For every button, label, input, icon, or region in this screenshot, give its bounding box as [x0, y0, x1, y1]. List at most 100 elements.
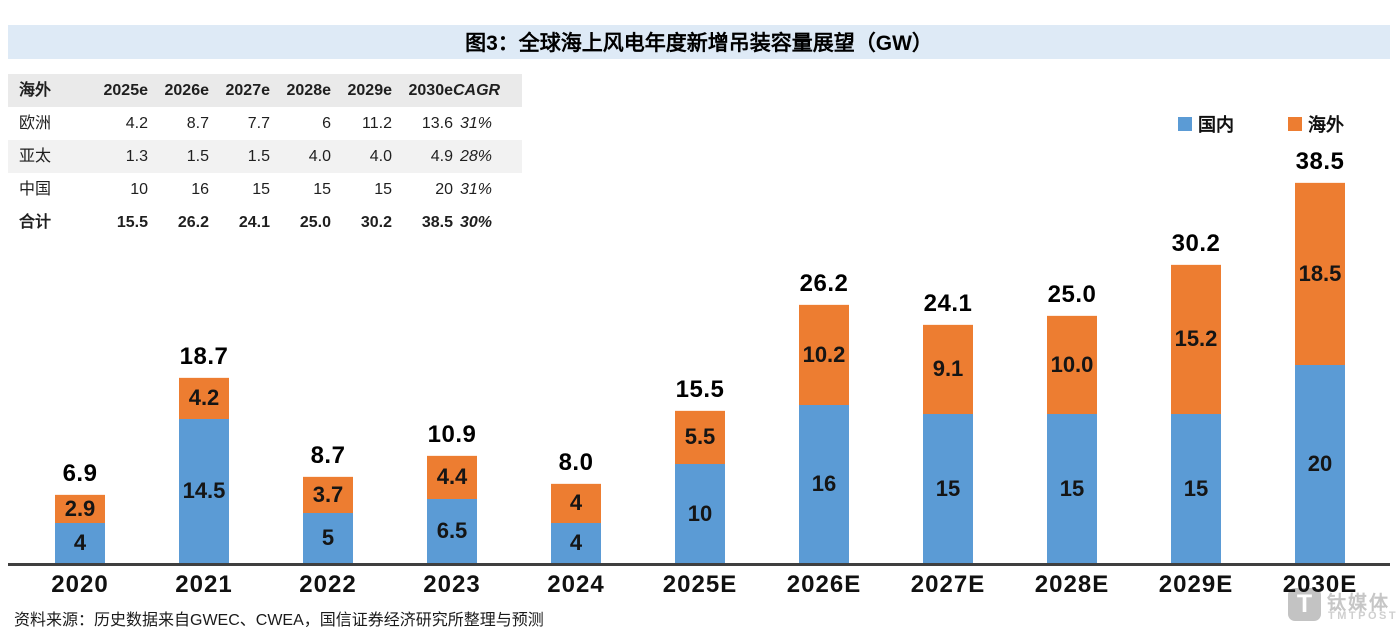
- bar-segment-domestic: 10: [675, 464, 725, 563]
- bar-segment-domestic: 15: [1171, 414, 1221, 563]
- x-axis-label: 2028E: [1034, 571, 1110, 598]
- bar-total-label: 25.0: [1047, 281, 1097, 308]
- table-cell: 4.0: [369, 148, 392, 165]
- x-axis-label: 2025E: [662, 571, 738, 598]
- tmtpost-watermark: T 钛媒体 TMTPOST: [1288, 588, 1398, 628]
- x-axis-label: 2026E: [786, 571, 862, 598]
- table-cell: 30.2: [360, 214, 392, 231]
- table-cell: 7.7: [247, 115, 270, 132]
- table-row-label: 中国: [19, 181, 52, 198]
- bar-segment-overseas: 10.2: [799, 304, 849, 405]
- bar-segment-overseas: 2.9: [55, 494, 105, 523]
- x-axis-label: 2030E: [1282, 571, 1358, 598]
- chart-legend: 国内 海外: [1178, 111, 1344, 137]
- table-cell: 15: [252, 181, 270, 198]
- bar-segment-overseas: 18.5: [1295, 182, 1345, 365]
- table-row: 欧洲 4.2 8.7 7.7 6 11.2 13.6 31%: [8, 107, 522, 140]
- bar-segment-overseas: 15.2: [1171, 264, 1221, 414]
- bar-segment-domestic: 15: [1047, 414, 1097, 563]
- table-cell: 15: [374, 181, 392, 198]
- bar-total-label: 24.1: [923, 290, 973, 317]
- bar-total-label: 38.5: [1295, 148, 1345, 175]
- bar-segment-overseas: 4.4: [427, 455, 477, 499]
- table-header-row: 海外 2025e 2026e 2027e 2028e 2029e 2030e CAGR: [8, 74, 522, 107]
- bar-segment-domestic: 15: [923, 414, 973, 563]
- table-cell: 20: [435, 181, 453, 198]
- bar-total-label: 8.0: [558, 449, 594, 476]
- table-header-cell: 海外: [19, 82, 52, 99]
- table-cell: 15.5: [116, 214, 148, 231]
- bar-segment-domestic: 14.5: [179, 419, 229, 563]
- table-row-label: 欧洲: [19, 115, 52, 132]
- table-cell: 4.9: [430, 148, 453, 165]
- table-cell: 16: [191, 181, 209, 198]
- table-cell: 25.0: [299, 214, 331, 231]
- bar-total-label: 26.2: [799, 270, 849, 297]
- table-header-cell: 2029e: [347, 82, 393, 99]
- bar-total-label: 8.7: [310, 442, 346, 469]
- bar-segment-domestic: 16: [799, 405, 849, 563]
- table-cell: 11.2: [362, 115, 392, 132]
- source-note: 资料来源：历史数据来自GWEC、CWEA，国信证券经济研究所整理与预测: [14, 612, 544, 629]
- table-cell: 4.0: [308, 148, 331, 165]
- x-axis-label: 2029E: [1158, 571, 1234, 598]
- table-cell: 1.5: [247, 148, 270, 165]
- table-cell: 10: [130, 181, 148, 198]
- table-header-cell: 2025e: [103, 82, 149, 99]
- table-cell: 13.6: [421, 115, 453, 132]
- table-row: 合计 15.5 26.2 24.1 25.0 30.2 38.5 30%: [8, 206, 522, 239]
- table-row-label: 亚太: [19, 148, 52, 165]
- watermark-en-text: TMTPOST: [1328, 610, 1398, 622]
- bar-segment-overseas: 3.7: [303, 476, 353, 513]
- legend-item-overseas: 海外: [1288, 111, 1344, 137]
- x-axis-line: [8, 563, 1390, 566]
- table-cagr-cell: 28%: [459, 148, 492, 165]
- table-cell: 26.2: [177, 214, 209, 231]
- forecast-table: 海外 2025e 2026e 2027e 2028e 2029e 2030e CAGR 欧洲 4.…: [8, 74, 522, 239]
- table-row: 亚太 1.3 1.5 1.5 4.0 4.0 4.9 28%: [8, 140, 522, 173]
- x-axis-label: 2023: [423, 571, 481, 598]
- legend-swatch-domestic-icon: [1178, 117, 1192, 131]
- figure-title-bar: 图3：全球海上风电年度新增吊装容量展望（GW）: [8, 25, 1390, 59]
- table-cagr-cell: 31%: [459, 115, 492, 132]
- table-cagr-cell: 30%: [459, 214, 492, 231]
- bar-segment-domestic: 4: [551, 523, 601, 563]
- table-row: 中国 10 16 15 15 15 20 31%: [8, 173, 522, 206]
- x-axis-label: 2020: [51, 571, 109, 598]
- bar-segment-overseas: 4: [551, 483, 601, 523]
- table-cell: 1.5: [186, 148, 209, 165]
- bar-segment-overseas: 10.0: [1047, 315, 1097, 414]
- bar-total-label: 15.5: [675, 376, 725, 403]
- bar-total-label: 30.2: [1171, 230, 1221, 257]
- legend-label-overseas: 海外: [1308, 115, 1344, 135]
- bar-segment-domestic: 6.5: [427, 499, 477, 563]
- x-axis-label: 2024: [547, 571, 605, 598]
- table-cell: 24.1: [238, 214, 270, 231]
- legend-item-domestic: 国内: [1178, 111, 1234, 137]
- bar-total-label: 10.9: [427, 421, 477, 448]
- bar-segment-overseas: 9.1: [923, 324, 973, 414]
- bar-total-label: 6.9: [62, 460, 98, 487]
- watermark-cn-text: 钛媒体: [1327, 593, 1391, 614]
- table-cagr-cell: 31%: [459, 181, 492, 198]
- figure-title: 图3：全球海上风电年度新增吊装容量展望（GW）: [465, 32, 933, 55]
- table-header-cell: CAGR: [453, 82, 501, 99]
- tmtpost-logo-icon: T: [1288, 588, 1321, 621]
- table-header-cell: 2030e: [408, 82, 454, 99]
- x-axis-label: 2021: [175, 571, 233, 598]
- bar-total-label: 18.7: [179, 343, 229, 370]
- table-cell: 4.2: [125, 115, 148, 132]
- table-cell: 15: [313, 181, 331, 198]
- bar-segment-overseas: 5.5: [675, 410, 725, 464]
- bar-segment-overseas: 4.2: [179, 377, 229, 419]
- table-cell: 1.3: [125, 148, 148, 165]
- table-header-cell: 2026e: [164, 82, 210, 99]
- bar-segment-domestic: 5: [303, 513, 353, 563]
- x-axis-label: 2027E: [910, 571, 986, 598]
- x-axis-label: 2022: [299, 571, 357, 598]
- table-header-cell: 2028e: [286, 82, 332, 99]
- legend-swatch-overseas-icon: [1288, 117, 1302, 131]
- table-row-label: 合计: [19, 214, 52, 231]
